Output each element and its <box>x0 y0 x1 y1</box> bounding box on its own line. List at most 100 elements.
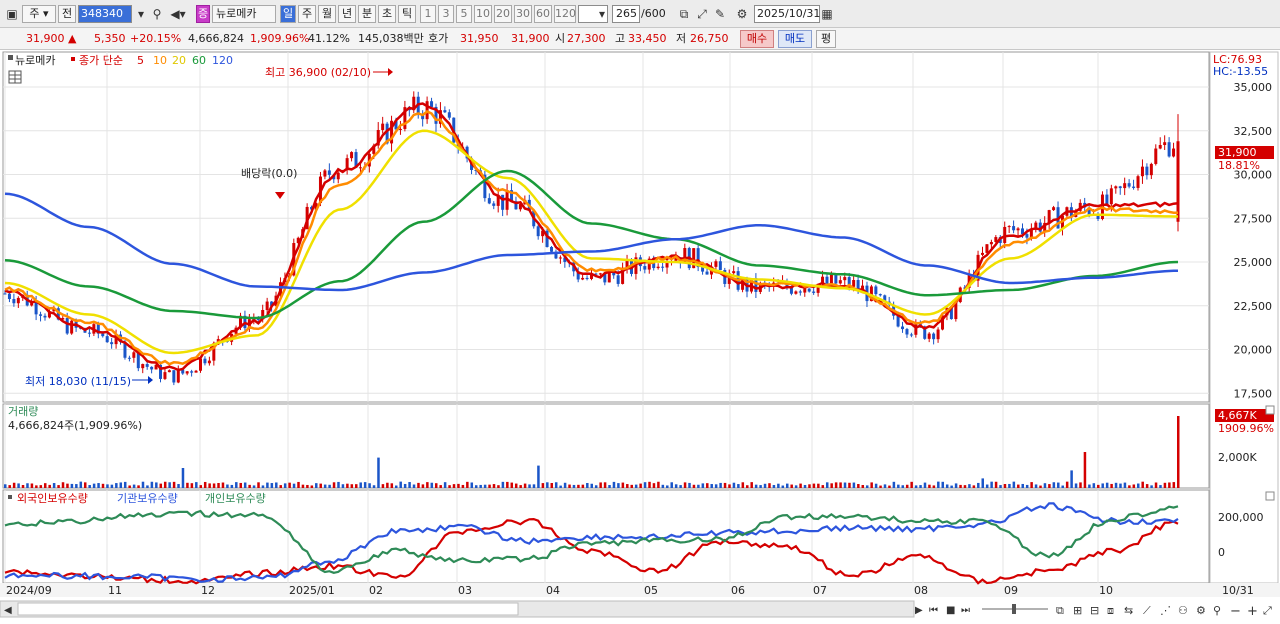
custom-interval-input[interactable] <box>578 5 608 23</box>
panel-close-icon[interactable] <box>1265 491 1275 501</box>
period-month[interactable]: 월 <box>318 5 336 23</box>
crosshair-icon[interactable]: ⊞ <box>1073 604 1082 617</box>
zoom-slider-handle[interactable] <box>1012 604 1016 614</box>
legend-ma60[interactable]: 60 <box>192 54 206 67</box>
legend-ma5[interactable]: 5 <box>137 54 144 67</box>
window-icon[interactable]: ▣ <box>6 7 18 21</box>
count-input[interactable]: 265 <box>612 5 640 23</box>
interval-3[interactable]: 3 <box>438 5 454 23</box>
stop-icon[interactable]: ■ <box>946 605 955 616</box>
dividend-annotation: 배당락(0.0) <box>241 167 297 180</box>
code-input[interactable]: 348340 <box>78 5 132 23</box>
candle-body <box>123 341 127 358</box>
expand-icon[interactable]: ⤢ <box>697 7 707 21</box>
volume-bar <box>12 482 16 488</box>
period-minute[interactable]: 분 <box>358 5 376 23</box>
calendar-icon[interactable]: ▦ <box>821 7 833 21</box>
legend-ma120[interactable]: 120 <box>212 54 233 67</box>
interval-5[interactable]: 5 <box>456 5 472 23</box>
interval-20[interactable]: 20 <box>494 5 512 23</box>
period-year[interactable]: 년 <box>338 5 356 23</box>
volume-bar <box>794 485 798 488</box>
holding-lines <box>4 502 1179 585</box>
magic-icon[interactable]: ⋰ <box>1160 604 1171 617</box>
candle-body <box>194 370 198 373</box>
volume-bar <box>48 484 51 488</box>
period-type-select[interactable]: 주 ▾ <box>22 5 56 23</box>
period-tick[interactable]: 틱 <box>398 5 416 23</box>
person-icon[interactable]: ⚇ <box>1178 604 1188 617</box>
hc-value: HC:-13.55 <box>1213 65 1268 78</box>
scroll-right-icon[interactable]: ▶ <box>915 605 923 616</box>
volume-bar <box>66 483 69 488</box>
candle-body <box>261 309 265 320</box>
holding-legend-institution[interactable]: 기관보유수량 <box>117 492 178 505</box>
holding-legend-individual[interactable]: 개인보유수량 <box>205 492 266 505</box>
interval-10[interactable]: 10 <box>474 5 492 23</box>
draw-icon[interactable]: ✎ <box>714 7 726 21</box>
grid-toggle-icon[interactable]: ⊟ <box>1090 604 1099 617</box>
volume-bar <box>759 485 762 488</box>
volume-bar <box>97 483 100 488</box>
candle-body <box>403 107 407 129</box>
prev-button[interactable]: 전 <box>58 5 76 23</box>
interval-120[interactable]: 120 <box>554 5 576 23</box>
volume-bar <box>443 482 447 488</box>
line-tool-icon[interactable]: ⇆ <box>1124 604 1133 617</box>
volume-bar <box>221 482 225 488</box>
volume-bar <box>386 482 389 488</box>
candle-body <box>1020 228 1024 235</box>
name-badge: 증 <box>196 5 210 23</box>
dropdown-icon[interactable]: ▾ <box>137 7 145 21</box>
scrollbar-thumb[interactable] <box>17 602 519 616</box>
volume-bar <box>1141 481 1144 488</box>
interval-60[interactable]: 60 <box>534 5 552 23</box>
low-label: 저 <box>676 32 687 45</box>
period-week[interactable]: 주 <box>298 5 316 23</box>
period-day[interactable]: 일 <box>280 5 296 23</box>
last-icon[interactable]: ⏭ <box>961 605 970 616</box>
panel-close-icon[interactable] <box>1265 405 1275 415</box>
chevron-down-icon[interactable]: ▾ <box>598 7 606 21</box>
minus-icon[interactable]: − <box>1230 604 1241 619</box>
volume-bar <box>532 484 536 488</box>
zoom-in-icon[interactable]: ⧉ <box>1056 604 1064 617</box>
plus-icon[interactable]: + <box>1247 604 1258 619</box>
volume-bar <box>834 482 838 488</box>
period-second[interactable]: 초 <box>378 5 396 23</box>
search-icon[interactable]: ⚲ <box>152 7 162 21</box>
candle-body <box>576 271 580 280</box>
link-icon[interactable]: ⧈ <box>1107 604 1114 617</box>
magnify-icon[interactable]: ⚲ <box>1213 604 1221 617</box>
holding-legend-foreign[interactable]: 외국인보유수량 <box>17 492 88 505</box>
candle-body <box>883 295 887 302</box>
candle-body <box>1038 222 1042 232</box>
date-input[interactable]: 2025/10/31 <box>754 5 820 23</box>
candle-body <box>1154 148 1158 164</box>
volume-bar <box>177 484 180 488</box>
candle-body <box>714 261 718 267</box>
interval-30[interactable]: 30 <box>514 5 532 23</box>
speaker-icon[interactable]: ◀▾ <box>170 7 186 21</box>
volume-bar <box>861 485 865 488</box>
legend-ma10[interactable]: 10 <box>153 54 167 67</box>
legend-stock[interactable]: 뉴로메카 <box>15 54 55 67</box>
fullscreen-icon[interactable]: ⤢ <box>1263 604 1272 617</box>
first-icon[interactable]: ⏮ <box>929 605 938 616</box>
compare-icon[interactable]: ⧉ <box>679 7 689 21</box>
legend-ma-label[interactable]: 종가 단순 <box>79 54 123 67</box>
gear-icon[interactable]: ⚙ <box>736 7 748 21</box>
volume-bar <box>670 482 673 488</box>
buy-button[interactable]: 매수 <box>740 30 774 48</box>
settings-icon[interactable]: ⚙ <box>1196 604 1206 617</box>
candle-body <box>167 370 171 373</box>
scroll-left-icon[interactable]: ◀ <box>4 605 12 616</box>
volume-bar <box>768 483 771 488</box>
candle-body <box>412 96 416 111</box>
volume-bar <box>159 483 163 488</box>
trend-icon[interactable]: ⟋ <box>1143 604 1151 617</box>
interval-1[interactable]: 1 <box>420 5 436 23</box>
avg-button[interactable]: 평 <box>816 30 836 48</box>
legend-ma20[interactable]: 20 <box>172 54 186 67</box>
sell-button[interactable]: 매도 <box>778 30 812 48</box>
